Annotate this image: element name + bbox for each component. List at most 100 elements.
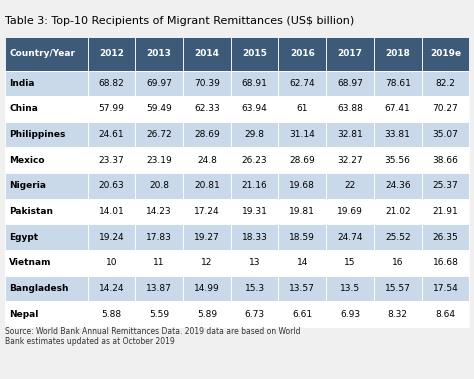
Bar bbox=[374, 70, 421, 96]
Bar bbox=[326, 96, 374, 122]
Bar bbox=[183, 70, 231, 96]
Text: 20.8: 20.8 bbox=[149, 182, 169, 190]
Bar bbox=[326, 250, 374, 276]
Bar bbox=[5, 276, 88, 301]
Bar bbox=[421, 199, 469, 224]
Text: 25.52: 25.52 bbox=[385, 233, 410, 242]
Bar bbox=[135, 199, 183, 224]
Bar bbox=[374, 301, 421, 327]
Bar bbox=[326, 147, 374, 173]
Bar bbox=[135, 96, 183, 122]
Bar bbox=[88, 199, 135, 224]
Text: 57.99: 57.99 bbox=[99, 105, 124, 113]
Text: Philippines: Philippines bbox=[9, 130, 66, 139]
Bar bbox=[374, 37, 421, 70]
Text: 61: 61 bbox=[297, 105, 308, 113]
Text: 32.81: 32.81 bbox=[337, 130, 363, 139]
Text: Nepal: Nepal bbox=[9, 310, 39, 319]
Bar bbox=[135, 122, 183, 147]
Text: 59.49: 59.49 bbox=[146, 105, 172, 113]
Text: 21.91: 21.91 bbox=[433, 207, 458, 216]
Bar bbox=[5, 70, 88, 96]
Text: 68.82: 68.82 bbox=[99, 79, 124, 88]
Bar bbox=[231, 122, 278, 147]
Text: 13.57: 13.57 bbox=[289, 284, 315, 293]
Text: 69.97: 69.97 bbox=[146, 79, 172, 88]
Text: 70.39: 70.39 bbox=[194, 79, 220, 88]
Text: 13.5: 13.5 bbox=[340, 284, 360, 293]
Text: 5.88: 5.88 bbox=[101, 310, 121, 319]
Text: 15: 15 bbox=[344, 258, 356, 267]
Bar bbox=[135, 276, 183, 301]
Bar bbox=[326, 199, 374, 224]
Text: 21.16: 21.16 bbox=[242, 182, 267, 190]
Text: 26.72: 26.72 bbox=[146, 130, 172, 139]
Text: 10: 10 bbox=[106, 258, 117, 267]
Text: 8.64: 8.64 bbox=[436, 310, 456, 319]
Bar bbox=[5, 199, 88, 224]
Text: Table 3: Top-10 Recipients of Migrant Remittances (US$ billion): Table 3: Top-10 Recipients of Migrant Re… bbox=[5, 16, 354, 25]
Text: 28.69: 28.69 bbox=[290, 156, 315, 165]
Bar bbox=[5, 96, 88, 122]
Text: 13.87: 13.87 bbox=[146, 284, 172, 293]
Bar bbox=[183, 147, 231, 173]
Text: 6.93: 6.93 bbox=[340, 310, 360, 319]
Bar bbox=[183, 96, 231, 122]
Bar bbox=[5, 122, 88, 147]
Text: 24.61: 24.61 bbox=[99, 130, 124, 139]
Bar bbox=[88, 224, 135, 250]
Bar bbox=[88, 147, 135, 173]
Bar bbox=[88, 70, 135, 96]
Bar bbox=[88, 250, 135, 276]
Text: 14.24: 14.24 bbox=[99, 284, 124, 293]
Text: 20.81: 20.81 bbox=[194, 182, 220, 190]
Text: 2014: 2014 bbox=[194, 49, 219, 58]
Text: 26.35: 26.35 bbox=[433, 233, 458, 242]
Text: 2015: 2015 bbox=[242, 49, 267, 58]
Bar bbox=[278, 122, 326, 147]
Bar bbox=[5, 301, 88, 327]
Text: 6.61: 6.61 bbox=[292, 310, 312, 319]
Bar bbox=[183, 301, 231, 327]
Bar bbox=[231, 96, 278, 122]
Bar bbox=[183, 276, 231, 301]
Bar bbox=[421, 96, 469, 122]
Text: 62.74: 62.74 bbox=[290, 79, 315, 88]
Bar bbox=[231, 37, 278, 70]
Bar bbox=[88, 301, 135, 327]
Bar bbox=[374, 122, 421, 147]
Text: 19.27: 19.27 bbox=[194, 233, 220, 242]
Bar bbox=[135, 37, 183, 70]
Text: 70.27: 70.27 bbox=[433, 105, 458, 113]
Bar bbox=[374, 276, 421, 301]
Text: 18.59: 18.59 bbox=[289, 233, 315, 242]
Bar bbox=[231, 199, 278, 224]
Text: 62.33: 62.33 bbox=[194, 105, 220, 113]
Bar bbox=[421, 250, 469, 276]
Text: 31.14: 31.14 bbox=[290, 130, 315, 139]
Text: 22: 22 bbox=[345, 182, 356, 190]
Bar bbox=[183, 122, 231, 147]
Text: 16.68: 16.68 bbox=[432, 258, 458, 267]
Bar bbox=[231, 147, 278, 173]
Bar bbox=[5, 147, 88, 173]
Text: 2018: 2018 bbox=[385, 49, 410, 58]
Bar bbox=[421, 173, 469, 199]
Text: 2012: 2012 bbox=[99, 49, 124, 58]
Bar bbox=[88, 37, 135, 70]
Text: 35.07: 35.07 bbox=[432, 130, 458, 139]
Bar bbox=[231, 250, 278, 276]
Text: 32.27: 32.27 bbox=[337, 156, 363, 165]
Bar bbox=[278, 199, 326, 224]
Text: 23.37: 23.37 bbox=[99, 156, 124, 165]
Bar bbox=[278, 301, 326, 327]
Bar bbox=[5, 224, 88, 250]
Text: 68.97: 68.97 bbox=[337, 79, 363, 88]
Bar bbox=[326, 122, 374, 147]
Text: 5.89: 5.89 bbox=[197, 310, 217, 319]
Text: Source: World Bank Annual Remittances Data. 2019 data are based on World
Bank es: Source: World Bank Annual Remittances Da… bbox=[5, 327, 300, 346]
Bar bbox=[5, 173, 88, 199]
Bar bbox=[421, 122, 469, 147]
Text: 67.41: 67.41 bbox=[385, 105, 410, 113]
Bar bbox=[231, 276, 278, 301]
